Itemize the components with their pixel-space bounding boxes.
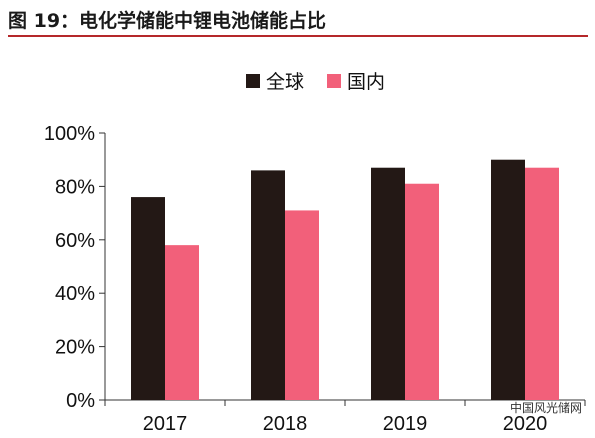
figure-title: 图 19：电化学储能中锂电池储能占比 xyxy=(8,10,327,32)
y-tick-label: 20% xyxy=(55,337,95,359)
bar xyxy=(491,159,525,400)
bars xyxy=(131,159,559,400)
x-tick-label: 2017 xyxy=(143,413,188,435)
legend-swatch xyxy=(327,74,341,88)
bar xyxy=(525,167,559,400)
bar xyxy=(371,167,405,400)
legend: 全球 国内 xyxy=(246,71,385,93)
x-tick-label: 2018 xyxy=(263,413,308,435)
title-divider xyxy=(8,35,588,37)
legend-label: 全球 xyxy=(266,71,304,93)
y-tick-label: 40% xyxy=(55,283,95,305)
y-tick-label: 80% xyxy=(55,176,95,198)
legend-swatch xyxy=(246,74,260,88)
x-tick-label: 2019 xyxy=(383,413,428,435)
watermark-text: 中国风光储网 xyxy=(510,400,582,415)
bar xyxy=(131,197,165,400)
bar xyxy=(251,170,285,400)
y-tick-label: 60% xyxy=(55,230,95,252)
y-axis: 0% 20% 40% 60% 80% 100% xyxy=(44,123,106,412)
x-tick-label: 2020 xyxy=(503,413,548,435)
legend-label: 国内 xyxy=(347,71,385,93)
y-tick-label: 100% xyxy=(44,123,95,145)
bar xyxy=(165,245,199,400)
bar xyxy=(405,183,439,400)
y-tick-label: 0% xyxy=(66,390,95,412)
bar xyxy=(285,210,319,400)
